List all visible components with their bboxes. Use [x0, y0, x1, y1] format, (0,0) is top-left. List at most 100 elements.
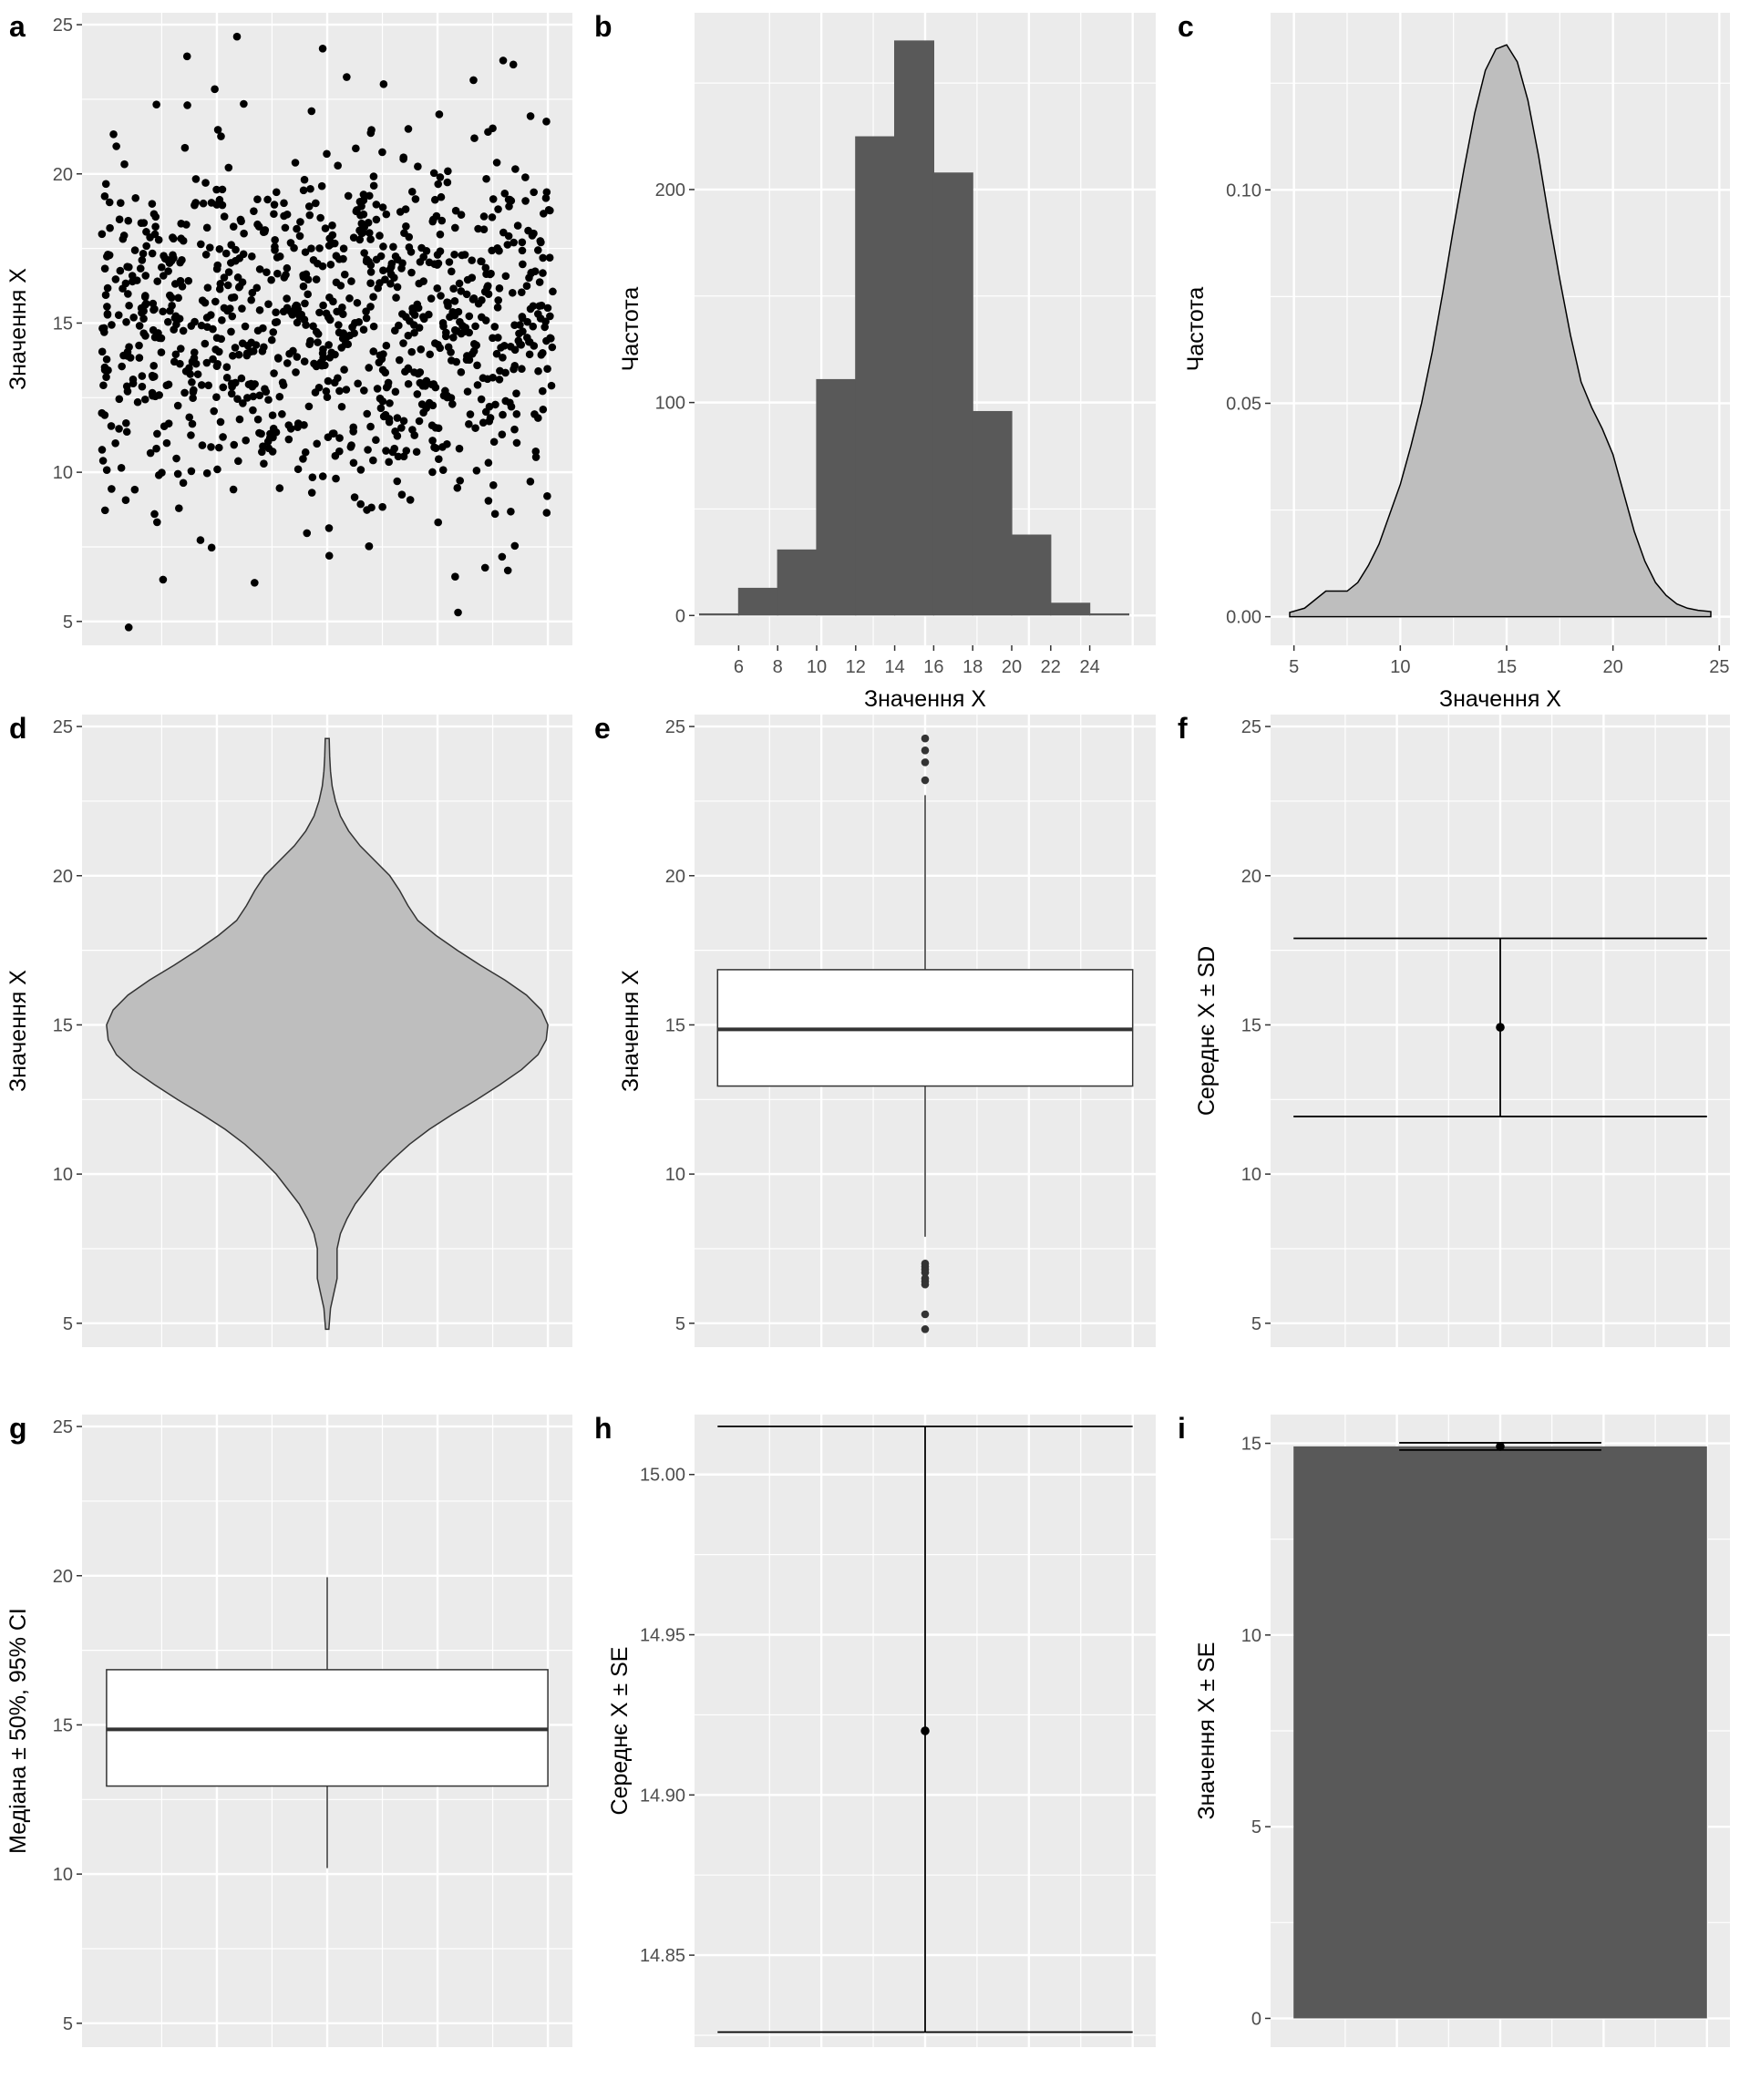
- data-point: [101, 291, 110, 299]
- data-point: [335, 328, 344, 337]
- data-point: [310, 359, 318, 368]
- data-point: [534, 414, 542, 422]
- data-point: [410, 368, 418, 376]
- data-point: [270, 201, 279, 209]
- data-point: [547, 335, 555, 343]
- data-point: [472, 341, 481, 350]
- data-point: [249, 392, 258, 401]
- data-point: [529, 322, 538, 331]
- data-point: [412, 448, 421, 457]
- y-tick-label: 14.90: [640, 1786, 685, 1806]
- data-point: [317, 361, 326, 370]
- data-point: [349, 233, 358, 242]
- data-point: [124, 216, 133, 225]
- data-point: [172, 454, 180, 463]
- data-point: [391, 427, 399, 436]
- data-point: [142, 228, 150, 236]
- data-point: [224, 268, 233, 276]
- data-point: [207, 543, 216, 552]
- data-point: [433, 284, 442, 293]
- data-point: [281, 223, 290, 232]
- data-point: [434, 424, 443, 433]
- data-point: [104, 250, 112, 259]
- data-point: [230, 440, 239, 449]
- data-point: [434, 518, 443, 527]
- data-point: [437, 292, 445, 300]
- data-point: [98, 324, 107, 333]
- data-point: [359, 325, 368, 335]
- data-point: [451, 223, 459, 232]
- data-point: [112, 142, 120, 150]
- data-point: [457, 287, 466, 295]
- data-point: [154, 329, 162, 337]
- data-point: [275, 484, 284, 492]
- data-point: [382, 447, 390, 455]
- data-point: [324, 341, 333, 349]
- data-point: [212, 393, 221, 402]
- data-point: [314, 259, 322, 268]
- data-point: [182, 52, 191, 61]
- data-point: [136, 264, 145, 273]
- data-point: [140, 395, 149, 404]
- data-point: [160, 252, 168, 260]
- data-point: [489, 334, 497, 343]
- y-tick-label: 20: [665, 867, 685, 887]
- data-point: [548, 343, 557, 352]
- y-tick-label: 0: [675, 606, 685, 626]
- data-point: [366, 268, 376, 276]
- data-point: [369, 347, 378, 355]
- data-point: [389, 242, 397, 252]
- data-point: [275, 392, 284, 401]
- y-tick-label: 0.00: [1226, 608, 1261, 628]
- data-point: [479, 225, 489, 233]
- data-point: [314, 330, 323, 338]
- data-point: [317, 181, 326, 190]
- data-point: [518, 238, 527, 247]
- x-axis-label: Значення X: [864, 686, 986, 712]
- data-point: [450, 297, 459, 305]
- data-point: [438, 216, 447, 225]
- data-point: [308, 473, 317, 481]
- data-point: [231, 344, 240, 352]
- data-point: [124, 290, 132, 298]
- data-point: [523, 334, 531, 342]
- data-point: [541, 194, 551, 202]
- data-point: [391, 387, 400, 396]
- data-point: [451, 206, 460, 215]
- data-point: [98, 457, 108, 465]
- data-point: [417, 345, 426, 354]
- data-point: [384, 378, 393, 387]
- data-point: [325, 234, 335, 242]
- data-point: [537, 301, 546, 310]
- data-point: [260, 343, 268, 352]
- data-point: [359, 190, 368, 199]
- data-point: [238, 304, 246, 313]
- data-point: [507, 507, 515, 516]
- data-point: [135, 341, 143, 350]
- data-point: [407, 248, 416, 256]
- data-point: [363, 506, 371, 514]
- data-point: [465, 419, 473, 428]
- data-point: [356, 499, 365, 509]
- data-point: [151, 222, 160, 231]
- data-point: [100, 191, 109, 201]
- data-point: [179, 326, 188, 335]
- y-tick-label: 200: [655, 180, 685, 201]
- data-point: [489, 373, 498, 382]
- data-point: [304, 402, 314, 411]
- x-tick-label: 18: [962, 657, 983, 677]
- data-point: [334, 161, 342, 170]
- data-point: [450, 250, 458, 259]
- data-point: [509, 60, 518, 69]
- data-point: [340, 270, 349, 279]
- y-axis-label: Значення X: [618, 970, 643, 1092]
- data-point: [299, 282, 308, 291]
- data-point: [379, 266, 387, 274]
- data-point: [376, 404, 386, 413]
- data-point: [344, 340, 353, 348]
- data-point: [354, 379, 362, 388]
- data-point: [381, 410, 390, 419]
- data-point: [468, 295, 478, 304]
- data-point: [330, 239, 339, 248]
- data-point: [190, 201, 199, 210]
